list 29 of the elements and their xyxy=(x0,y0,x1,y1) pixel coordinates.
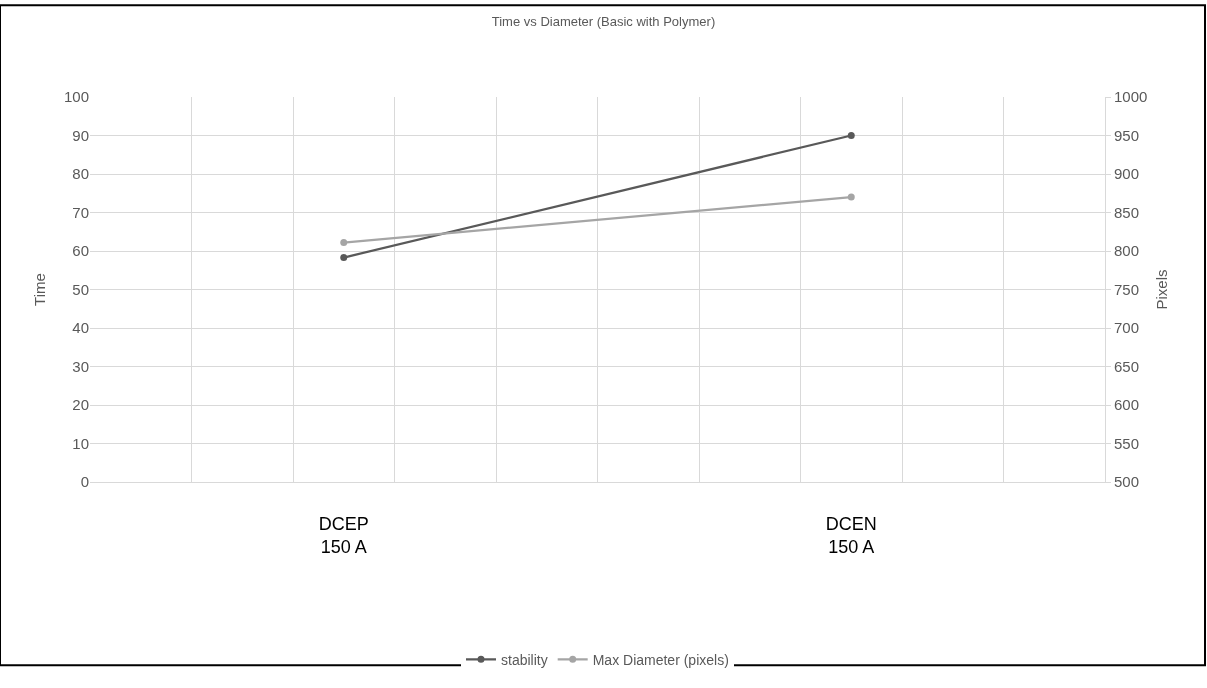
y-tick-label: 0 xyxy=(80,473,89,491)
y2-axis-title: Pixels xyxy=(1153,269,1171,310)
y2-tick-label: 800 xyxy=(1114,242,1140,260)
x-tick-label: DCEP 150 A xyxy=(318,513,369,557)
legend-label: Max Diameter (pixels) xyxy=(592,651,729,668)
y-tick-label: 40 xyxy=(72,319,89,337)
y-axis-title: Time xyxy=(31,273,49,306)
y2-tick-label: 1000 xyxy=(1114,88,1148,106)
y-tick-label: 20 xyxy=(72,396,89,414)
y2-tick-label: 900 xyxy=(1114,165,1140,183)
y-tick-label: 50 xyxy=(72,280,89,298)
y2-tick-label: 550 xyxy=(1114,434,1140,452)
y-tick-label: 60 xyxy=(72,242,89,260)
y-tick-label: 10 xyxy=(72,434,89,452)
y2-tick-label: 500 xyxy=(1114,473,1140,491)
chart-title: Time vs Diameter (Basic with Polymer) xyxy=(491,14,716,30)
y-tick-label: 100 xyxy=(63,88,89,106)
y-tick-label: 80 xyxy=(72,165,89,183)
y2-tick-label: 850 xyxy=(1114,203,1140,221)
y2-tick-label: 600 xyxy=(1114,396,1140,414)
y2-tick-label: 700 xyxy=(1114,319,1140,337)
y2-tick-label: 650 xyxy=(1114,357,1140,375)
y2-tick-label: 950 xyxy=(1114,126,1140,144)
y-tick-label: 70 xyxy=(72,203,89,221)
x-tick-label: DCEN 150 A xyxy=(825,513,877,557)
y-tick-label: 30 xyxy=(72,357,89,375)
y2-tick-label: 750 xyxy=(1114,280,1140,298)
y-tick-label: 90 xyxy=(72,126,89,144)
legend-label: stability xyxy=(501,651,548,668)
